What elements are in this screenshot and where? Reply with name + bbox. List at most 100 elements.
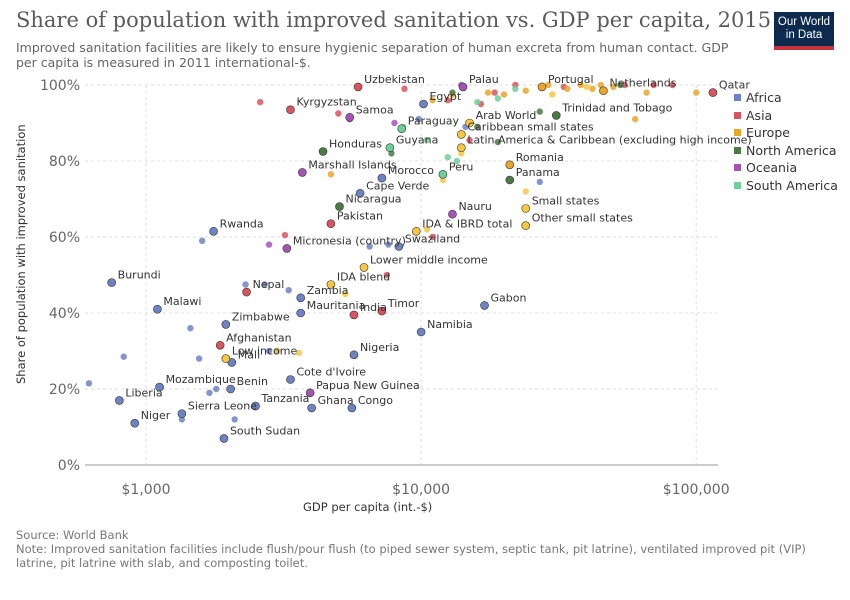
data-point <box>439 176 447 184</box>
data-point-label: Kyrgyzstan <box>296 96 356 109</box>
data-point-label: Burundi <box>118 269 161 282</box>
legend-item-south-america[interactable]: South America <box>734 177 838 195</box>
data-point <box>453 157 461 165</box>
data-point-labeled <box>349 350 359 360</box>
data-point-labeled <box>377 306 387 316</box>
data-point-labeled <box>458 82 468 92</box>
legend-label: Africa <box>746 90 782 106</box>
data-point <box>256 98 264 106</box>
data-point-label: Nauru <box>458 200 491 213</box>
data-point-label: Palau <box>469 73 499 86</box>
data-point-label: Nigeria <box>360 341 399 354</box>
data-point-label: Panama <box>516 166 560 179</box>
data-point-labeled <box>419 99 428 109</box>
data-point-labeled <box>298 168 307 177</box>
legend-item-africa[interactable]: Africa <box>734 89 838 107</box>
y-tick-label: 100% <box>40 78 80 94</box>
data-point-label: Paraguay <box>408 115 460 128</box>
data-point-labeled <box>296 308 306 318</box>
data-point <box>536 178 543 186</box>
data-point-label: IDA & IBRD total <box>422 217 512 230</box>
y-tick-label: 0% <box>58 458 80 474</box>
data-point <box>621 81 628 89</box>
data-point <box>474 98 481 106</box>
data-point-label: Nepal <box>253 278 285 291</box>
y-tick-label: 60% <box>49 230 80 246</box>
data-point <box>583 83 590 91</box>
x-tick-label: $100,000 <box>663 482 730 498</box>
data-point-label: Low income <box>232 345 298 358</box>
data-point-labeled <box>708 88 718 97</box>
x-tick-label: $10,000 <box>392 482 450 498</box>
data-point <box>494 95 502 102</box>
data-point-labeled <box>215 340 225 350</box>
data-point-labeled <box>505 175 515 185</box>
data-point-labeled <box>355 189 365 198</box>
x-axis-title: GDP per capita (int.-$) <box>303 500 433 514</box>
data-point <box>522 87 529 94</box>
data-point <box>631 116 639 123</box>
data-point-labeled <box>353 82 363 92</box>
data-point-label: Morocco <box>388 164 434 177</box>
data-point-labeled <box>349 310 359 320</box>
data-point-labeled <box>394 242 404 251</box>
data-point-labeled <box>219 434 229 443</box>
data-point-label: Malawi <box>163 295 201 308</box>
data-point <box>195 355 203 362</box>
data-point-label: Cote d'Ivoire <box>296 366 366 379</box>
legend: Africa Asia Europe North America Oceania… <box>734 89 838 194</box>
data-point <box>610 83 617 91</box>
owid-logo[interactable]: Our World in Data <box>774 12 834 50</box>
data-point <box>491 89 498 96</box>
data-point <box>429 233 436 241</box>
data-point-label: Other small states <box>532 212 633 225</box>
data-point <box>198 237 206 244</box>
data-point-labeled <box>599 86 608 95</box>
data-point-label: India <box>360 301 387 314</box>
data-point-labeled <box>347 403 357 413</box>
data-point <box>383 271 390 279</box>
data-point-labeled <box>177 409 187 419</box>
data-point-labeled <box>416 327 426 337</box>
legend-swatch <box>734 181 741 189</box>
data-point <box>577 81 584 89</box>
legend-swatch <box>734 146 741 154</box>
data-point <box>423 226 431 233</box>
data-point <box>669 81 676 89</box>
data-point-label: Mozambique <box>166 373 236 386</box>
data-point-label: Cape Verde <box>366 179 429 192</box>
data-point <box>213 385 220 393</box>
legend-item-oceania[interactable]: Oceania <box>734 159 838 177</box>
data-point <box>281 231 289 239</box>
legend-item-north-america[interactable]: North America <box>734 142 838 160</box>
data-point <box>335 110 342 117</box>
legend-swatch <box>734 129 741 137</box>
data-point-label: Small states <box>532 195 600 208</box>
data-point-label: Timor <box>387 297 420 310</box>
data-point-labeled <box>296 293 306 303</box>
data-point-labeled <box>411 227 421 236</box>
chart-title: Share of population with improved sanita… <box>16 8 772 32</box>
legend-item-europe[interactable]: Europe <box>734 124 838 142</box>
data-point <box>617 81 624 89</box>
data-point-label: Marshall Islands <box>308 158 397 171</box>
data-point-label: Qatar <box>719 79 750 92</box>
data-point <box>444 154 451 161</box>
data-point-label: Pakistan <box>337 210 383 223</box>
x-tick-label: $1,000 <box>122 482 171 498</box>
data-point <box>327 171 335 178</box>
data-point-labeled <box>326 280 336 289</box>
data-point <box>401 85 408 93</box>
data-point-label: Peru <box>449 160 474 173</box>
data-point <box>549 91 556 98</box>
data-point-labeled <box>505 160 515 170</box>
legend-item-asia[interactable]: Asia <box>734 107 838 125</box>
data-point <box>545 81 552 89</box>
data-point <box>494 138 502 146</box>
legend-label: South America <box>746 177 838 193</box>
data-point-label: Mali <box>238 348 260 361</box>
data-point-label: Ghana <box>318 394 354 407</box>
data-point-label: Afghanistan <box>226 331 292 344</box>
data-point-label: Namibia <box>427 318 473 331</box>
